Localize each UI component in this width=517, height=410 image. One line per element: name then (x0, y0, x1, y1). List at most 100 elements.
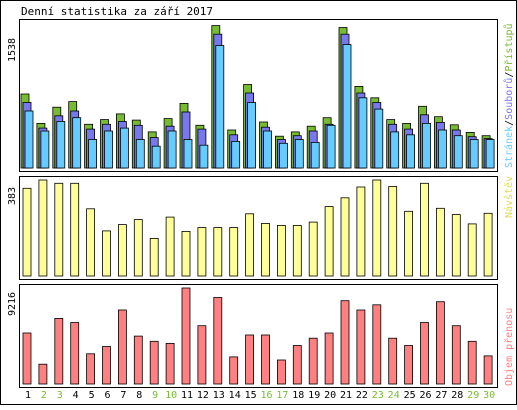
x-label-day-6: 6 (104, 390, 110, 401)
bar-pages-day-1 (24, 110, 34, 169)
bar-visits-day-17 (276, 224, 286, 277)
bar-visits-day-5 (86, 208, 95, 277)
x-label-day-30: 30 (483, 390, 495, 401)
x-label-day-26: 26 (419, 390, 431, 401)
bar-pages-day-2 (40, 130, 50, 169)
bars-middle-panel (22, 179, 493, 277)
bar-visits-day-16 (261, 222, 270, 277)
bar-kbytes-day-12 (197, 325, 207, 385)
bar-kbytes-day-18 (292, 345, 302, 385)
bar-pages-day-12 (199, 144, 209, 169)
bar-kbytes-day-23 (372, 304, 382, 385)
legend-hits: Přístupů (503, 23, 515, 71)
bar-visits-day-12 (197, 227, 207, 277)
bar-visits-day-11 (181, 230, 191, 277)
bar-visits-day-1 (22, 187, 32, 277)
x-label-day-23: 23 (372, 390, 384, 401)
bar-pages-day-18 (294, 139, 304, 169)
legend-separator-2: / (504, 72, 515, 78)
bar-pages-day-25 (406, 134, 416, 169)
bar-kbytes-day-13 (213, 297, 223, 385)
bar-kbytes-day-25 (404, 345, 414, 385)
bar-visits-day-8 (133, 219, 143, 277)
bar-visits-day-18 (292, 224, 302, 277)
bar-kbytes-day-26 (420, 322, 429, 385)
x-label-day-11: 11 (181, 390, 193, 401)
bar-pages-day-9 (151, 145, 161, 169)
x-label-day-16: 16 (260, 390, 272, 401)
bar-pages-day-16 (263, 130, 272, 169)
legend-separator-1: / (504, 120, 515, 126)
bar-kbytes-day-29 (467, 340, 477, 385)
bar-visits-day-9 (149, 237, 159, 277)
bar-visits-day-13 (213, 227, 223, 277)
panel-middle-frame (19, 176, 498, 280)
bar-pages-day-5 (88, 139, 97, 169)
x-label-day-24: 24 (388, 390, 400, 401)
bar-kbytes-day-3 (54, 317, 64, 385)
bar-kbytes-day-11 (181, 287, 191, 385)
bar-pages-day-15 (247, 102, 257, 169)
bar-visits-day-20 (324, 206, 334, 277)
bar-kbytes-day-27 (435, 301, 445, 385)
bar-pages-day-19 (310, 141, 320, 169)
x-label-day-21: 21 (340, 390, 352, 401)
bar-visits-day-10 (165, 216, 175, 277)
bar-kbytes-day-14 (229, 356, 239, 385)
legend-files: Souborů (503, 78, 515, 120)
bar-visits-day-3 (54, 182, 64, 277)
bar-pages-day-8 (135, 139, 145, 169)
bar-pages-day-28 (453, 135, 463, 169)
bar-pages-day-11 (183, 139, 193, 169)
bar-kbytes-day-1 (22, 332, 32, 385)
bar-kbytes-day-24 (388, 337, 398, 385)
x-label-day-17: 17 (276, 390, 288, 401)
bar-visits-day-19 (308, 221, 318, 277)
panel-top-frame (19, 19, 498, 172)
x-label-day-14: 14 (229, 390, 241, 401)
bar-pages-day-4 (72, 117, 82, 169)
bar-visits-day-25 (404, 210, 414, 277)
bars-bottom-panel (22, 287, 493, 385)
y-max-label-bottom: 9216 (7, 292, 18, 316)
legend-top: Stránek/Souborů/Přístupů (503, 23, 515, 168)
x-label-day-7: 7 (120, 390, 126, 401)
bars-top-panel (20, 25, 495, 169)
bar-pages-day-3 (56, 121, 66, 169)
bar-visits-day-22 (356, 186, 366, 277)
legend-pages: Stránek (503, 126, 515, 168)
legend-visits: Návštěv (503, 176, 515, 218)
bar-visits-day-24 (388, 186, 398, 277)
x-axis-labels: 1 2 3 4 5 6 7 8 9 10 11 12 13 14 15 16 17 18 19 20 21 22 23 24 2… (25, 390, 495, 401)
bar-pages-day-14 (231, 140, 241, 169)
bar-kbytes-day-15 (245, 334, 255, 385)
bar-kbytes-day-28 (451, 325, 461, 385)
x-label-day-18: 18 (292, 390, 304, 401)
x-label-day-12: 12 (197, 390, 209, 401)
x-label-day-25: 25 (404, 390, 416, 401)
bar-pages-day-29 (469, 139, 479, 169)
bar-visits-day-29 (467, 223, 477, 277)
bar-visits-day-23 (372, 179, 382, 277)
bar-pages-day-23 (374, 108, 384, 169)
bar-visits-day-4 (70, 182, 80, 277)
bar-kbytes-day-10 (165, 342, 175, 385)
bar-pages-day-17 (278, 142, 288, 169)
x-label-day-13: 13 (213, 390, 225, 401)
bar-kbytes-day-21 (340, 300, 350, 385)
x-label-day-1: 1 (25, 390, 31, 401)
panel-bottom-frame (19, 284, 498, 388)
y-max-label-middle: 383 (7, 187, 18, 205)
x-label-day-27: 27 (435, 390, 447, 401)
bar-kbytes-day-7 (118, 309, 127, 385)
bar-pages-day-13 (215, 45, 225, 169)
bar-visits-day-6 (102, 230, 111, 277)
x-label-day-9: 9 (152, 390, 158, 401)
bar-kbytes-day-2 (38, 363, 48, 385)
bar-visits-day-26 (420, 182, 429, 277)
bar-pages-day-10 (167, 130, 177, 169)
bar-kbytes-day-5 (86, 353, 95, 385)
bar-pages-day-7 (120, 127, 129, 169)
x-label-day-4: 4 (73, 390, 79, 401)
